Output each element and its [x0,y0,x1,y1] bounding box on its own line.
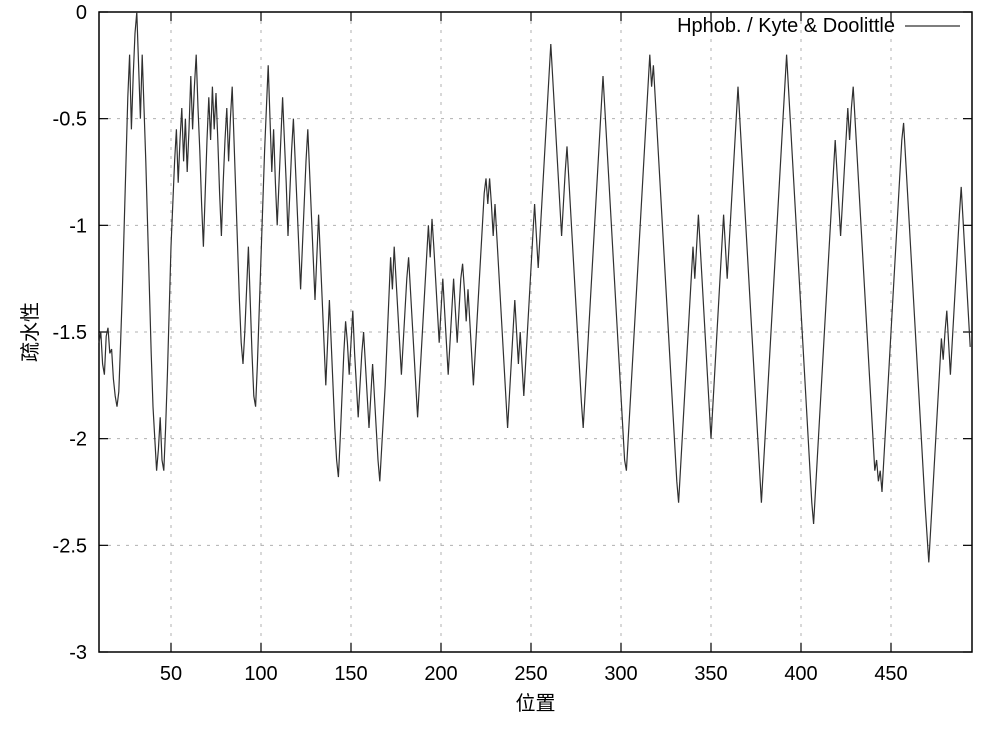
y-tick-label: -1.5 [53,322,87,344]
x-tick-label: 150 [334,663,367,685]
y-tick-label: 0 [76,2,87,24]
y-tick-label: -2 [69,429,87,451]
x-tick-label: 350 [694,663,727,685]
x-tick-label: 200 [424,663,457,685]
x-tick-label: 300 [604,663,637,685]
x-tick-label: 450 [874,663,907,685]
y-tick-label: -1 [69,215,87,237]
y-tick-label: -2.5 [53,535,87,557]
y-tick-label: -0.5 [53,109,87,131]
y-axis-label: 疏水性 [19,302,42,362]
x-tick-label: 250 [514,663,547,685]
legend-label: Hphob. / Kyte & Doolittle [677,15,895,37]
x-tick-label: 400 [784,663,817,685]
x-tick-label: 100 [244,663,277,685]
chart-svg: 50 100 150 200 250 300 350 400 450 -3 -2.5 -2 -1.5 -1… [0,0,1000,734]
y-tick-label: -3 [69,642,87,664]
x-tick-label: 50 [160,663,182,685]
hydropathy-chart: 50 100 150 200 250 300 350 400 450 -3 -2.5 -2 -1.5 -1… [0,0,1000,734]
x-axis-label: 位置 [516,692,556,715]
